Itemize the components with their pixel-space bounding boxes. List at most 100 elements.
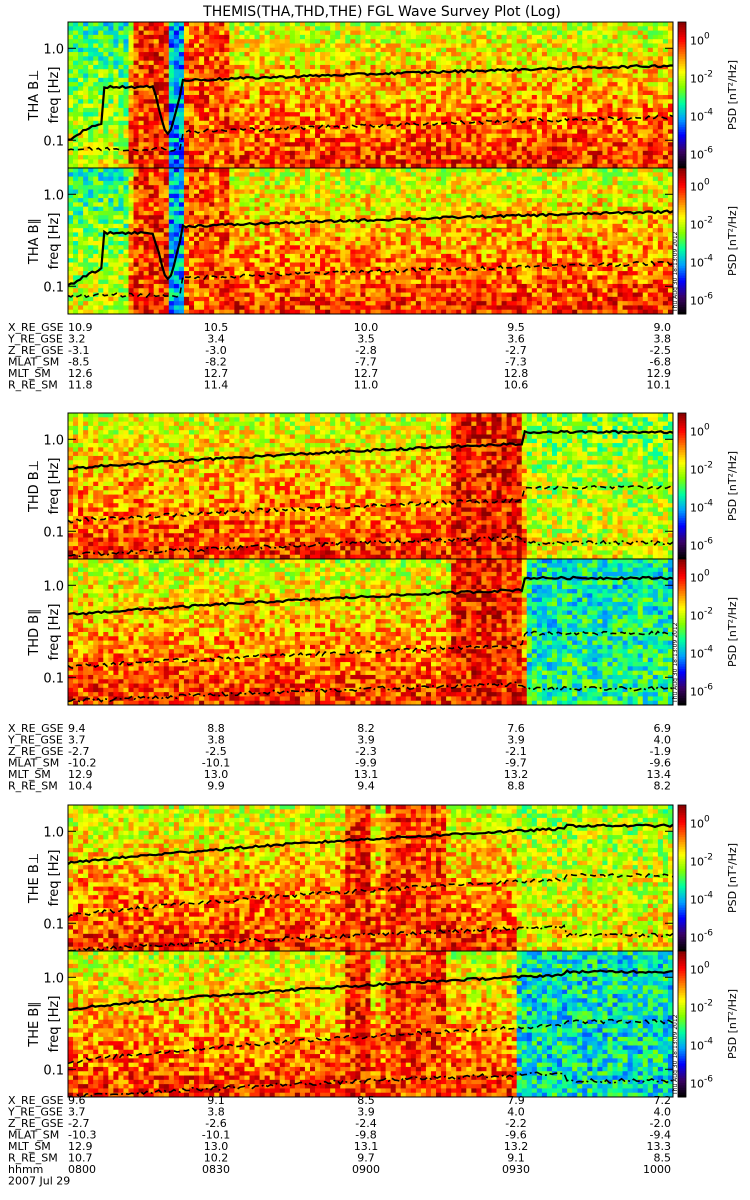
psd-cell <box>270 52 275 57</box>
psd-cell <box>340 142 345 147</box>
psd-cell <box>371 159 376 164</box>
psd-cell <box>345 155 350 160</box>
psd-cell <box>421 151 426 156</box>
psd-cell <box>386 99 391 104</box>
psd-cell <box>154 151 159 156</box>
psd-cell <box>411 82 416 87</box>
psd-cell <box>83 86 88 91</box>
psd-cell <box>229 121 234 126</box>
psd-cell <box>103 138 108 143</box>
psd-cell <box>391 147 396 152</box>
psd-cell <box>376 129 381 134</box>
psd-cell <box>255 95 260 100</box>
psd-cell <box>265 22 270 27</box>
psd-cell <box>189 116 194 121</box>
psd-cell <box>154 22 159 27</box>
psd-cell <box>179 22 184 27</box>
psd-cell <box>340 48 345 53</box>
psd-cell <box>406 99 411 104</box>
psd-cell <box>355 22 360 27</box>
psd-cell <box>270 95 275 100</box>
psd-cell <box>129 151 134 156</box>
psd-cell <box>350 142 355 147</box>
psd-cell <box>305 56 310 61</box>
psd-cell <box>83 121 88 126</box>
figure-title: THEMIS(THA,THD,THE) FGL Wave Survey Plot… <box>202 4 561 20</box>
psd-cell <box>406 26 411 31</box>
psd-cell <box>340 121 345 126</box>
psd-cell <box>406 61 411 66</box>
psd-cell <box>451 129 456 134</box>
psd-cell <box>456 78 461 83</box>
psd-cell <box>68 125 73 130</box>
psd-cell <box>184 26 189 31</box>
psd-cell <box>214 134 219 139</box>
psd-cell <box>179 56 184 61</box>
psd-cell <box>199 108 204 113</box>
psd-cell <box>103 121 108 126</box>
psd-cell <box>98 74 103 79</box>
psd-cell <box>129 91 134 96</box>
psd-cell <box>350 95 355 100</box>
psd-cell <box>118 91 123 96</box>
psd-cell <box>73 31 78 36</box>
psd-cell <box>391 61 396 66</box>
psd-cell <box>350 43 355 48</box>
psd-cell <box>421 86 426 91</box>
psd-cell <box>255 142 260 147</box>
psd-cell <box>209 43 214 48</box>
psd-cell <box>466 147 471 152</box>
psd-cell <box>214 104 219 109</box>
psd-cell <box>184 159 189 164</box>
psd-cell <box>451 26 456 31</box>
psd-cell <box>340 31 345 36</box>
psd-cell <box>209 82 214 87</box>
psd-cell <box>154 35 159 40</box>
psd-cell <box>265 61 270 66</box>
psd-cell <box>123 138 128 143</box>
psd-cell <box>78 86 83 91</box>
psd-cell <box>189 56 194 61</box>
psd-cell <box>88 155 93 160</box>
psd-cell <box>144 69 149 74</box>
psd-cell <box>406 134 411 139</box>
psd-cell <box>396 116 401 121</box>
psd-cell <box>386 56 391 61</box>
psd-cell <box>189 134 194 139</box>
psd-cell <box>209 26 214 31</box>
psd-cell <box>456 22 461 27</box>
psd-cell <box>320 142 325 147</box>
psd-cell <box>365 78 370 83</box>
psd-cell <box>73 116 78 121</box>
psd-cell <box>290 22 295 27</box>
psd-cell <box>310 95 315 100</box>
psd-cell <box>98 35 103 40</box>
psd-cell <box>426 61 431 66</box>
psd-cell <box>260 69 265 74</box>
psd-cell <box>426 125 431 130</box>
psd-cell <box>295 129 300 134</box>
psd-cell <box>108 104 113 109</box>
psd-cell <box>421 35 426 40</box>
psd-cell <box>93 48 98 53</box>
psd-cell <box>129 78 134 83</box>
psd-cell <box>381 147 386 152</box>
psd-cell <box>431 104 436 109</box>
psd-cell <box>310 99 315 104</box>
psd-cell <box>199 35 204 40</box>
psd-cell <box>355 108 360 113</box>
psd-cell <box>260 142 265 147</box>
psd-cell <box>320 99 325 104</box>
psd-cell <box>139 74 144 79</box>
psd-cell <box>365 99 370 104</box>
psd-cell <box>360 61 365 66</box>
psd-cell <box>103 155 108 160</box>
psd-cell <box>320 52 325 57</box>
psd-cell <box>113 65 118 70</box>
psd-cell <box>285 31 290 36</box>
psd-cell <box>229 43 234 48</box>
psd-cell <box>466 74 471 79</box>
psd-cell <box>340 86 345 91</box>
psd-cell <box>174 35 179 40</box>
psd-cell <box>381 22 386 27</box>
